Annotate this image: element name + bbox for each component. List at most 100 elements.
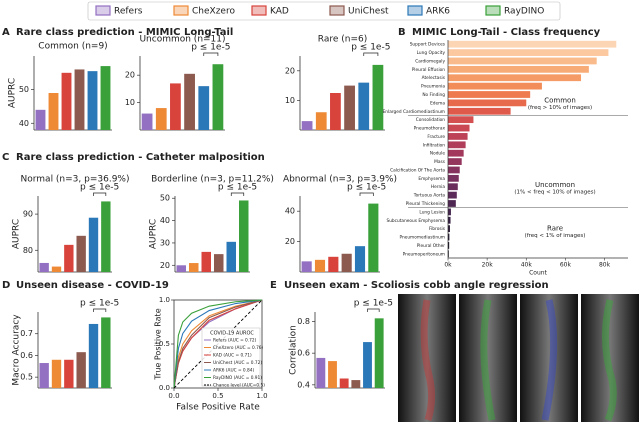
spine-overlay: [602, 299, 617, 422]
y-tick-label: 0.5: [20, 373, 33, 382]
bar: [176, 265, 186, 272]
roc-curve: [173, 299, 263, 389]
bar: [87, 71, 98, 130]
legend-swatch: [485, 5, 501, 16]
legend-label: Chance level (AUC=0.5): [213, 383, 265, 389]
legend-label: Refers (AUC = 0.72): [213, 338, 257, 344]
panel-title: Rare class prediction - Catheter malposi…: [16, 152, 265, 163]
bar: [374, 318, 384, 388]
x-tick-label: 20k: [482, 262, 494, 269]
panel-letter: D: [2, 280, 10, 291]
y-tick-label: 50: [160, 194, 170, 203]
group-annotation: Uncommon: [535, 181, 575, 189]
bar: [448, 158, 462, 165]
legend-swatch: [329, 5, 345, 16]
significance-bracket: [363, 52, 379, 56]
xray: [398, 294, 456, 422]
legend-label: CheXzero: [192, 7, 235, 17]
y-tick-label: Support Devices: [410, 42, 446, 48]
bar: [301, 261, 312, 272]
bar: [448, 250, 449, 258]
panel-letter: B: [398, 27, 406, 38]
panel-letter: A: [2, 27, 10, 38]
y-tick-label: 0.0: [159, 384, 170, 392]
spine-overlay: [480, 299, 496, 421]
bar: [448, 233, 450, 241]
xray-images: [398, 294, 639, 422]
legend-label: CheXzero (AUC = 0.76): [213, 345, 264, 351]
bar: [189, 263, 199, 272]
bar: [51, 359, 62, 388]
group-annotation: Common: [544, 96, 576, 104]
bar: [354, 246, 366, 272]
bar: [368, 203, 379, 272]
y-tick-label: Lung Lesion: [419, 209, 445, 215]
y-tick-label: Enlarged Cardiomediastinum: [383, 109, 445, 115]
y-tick-label: 0.7: [20, 329, 33, 338]
bar: [184, 73, 195, 130]
y-tick-label: 50: [19, 85, 29, 94]
x-tick-label: 0.5: [212, 392, 223, 400]
y-tick-label: Subcutaneous Emphysema: [386, 218, 445, 224]
y-tick-label: Pneumoperitoneum: [403, 251, 445, 257]
y-tick-label: Pneumomediastinum: [399, 235, 445, 241]
bar: [448, 183, 458, 191]
bar: [74, 69, 85, 130]
y-tick-label: 20: [125, 71, 135, 80]
y-tick-label: 40: [285, 207, 295, 216]
bar: [328, 361, 337, 388]
bar: [170, 83, 181, 130]
bar: [448, 216, 451, 224]
significance-label: p ≤ 1e-5: [80, 183, 119, 193]
y-axis-label: True Positive Rate: [154, 308, 163, 380]
y-tick-label: 10: [285, 96, 295, 105]
bar: [448, 149, 464, 157]
chart-title: Rare (n=6): [318, 35, 367, 45]
legend-label: KAD: [270, 7, 289, 17]
legend-label: UniChest (AUC = 0.72): [213, 360, 262, 366]
bar: [155, 108, 167, 130]
panel-letter: E: [270, 280, 277, 291]
legend-label: Refers: [114, 7, 143, 17]
significance-label: p ≤ 1e-5: [191, 43, 230, 53]
bar: [315, 112, 327, 130]
bar: [448, 74, 582, 82]
significance-bracket: [367, 308, 380, 312]
bar: [448, 91, 531, 98]
bar: [61, 72, 72, 130]
legend-label: RayDINO (AUC = 0.91): [213, 375, 262, 381]
panel-title: Unseen disease - COVID-19: [16, 280, 169, 291]
y-tick-label: 40: [160, 216, 170, 225]
legend-swatch: [251, 5, 267, 16]
y-tick-label: Lung Opacity: [417, 50, 446, 56]
bar: [226, 241, 236, 272]
significance-label: p ≤ 1e-5: [354, 299, 393, 309]
panel-title: Rare class prediction - MIMIC Long-Tail: [16, 27, 233, 38]
y-tick-label: 1.0: [159, 296, 170, 304]
bar: [212, 64, 224, 130]
bar: [35, 109, 46, 130]
y-tick-label: 30: [160, 238, 170, 247]
bar: [100, 66, 111, 130]
bar: [448, 124, 470, 132]
y-tick-label: Pleural Other: [417, 243, 446, 249]
bar: [339, 378, 349, 388]
bar: [64, 359, 74, 388]
legend-box: [201, 327, 261, 387]
y-tick-label: Hernia: [431, 184, 445, 190]
roc-curve: [173, 299, 263, 389]
y-tick-label: Pneumothorax: [414, 126, 446, 132]
group-annotation: Rare: [547, 225, 563, 233]
bar: [64, 244, 74, 272]
significance-label: p ≤ 1e-5: [80, 299, 119, 309]
y-axis-label: AUPRC: [8, 78, 18, 108]
bar: [76, 235, 86, 272]
significance-label: p ≤ 1e-5: [218, 183, 257, 193]
bar: [448, 208, 451, 216]
roc-curve: [173, 299, 263, 389]
chart-title: Abnormal (n=3, p=3.9%): [283, 175, 397, 185]
significance-bracket: [93, 308, 107, 312]
xray: [581, 294, 639, 422]
x-tick-label: 60k: [560, 262, 572, 269]
bar: [448, 166, 460, 174]
